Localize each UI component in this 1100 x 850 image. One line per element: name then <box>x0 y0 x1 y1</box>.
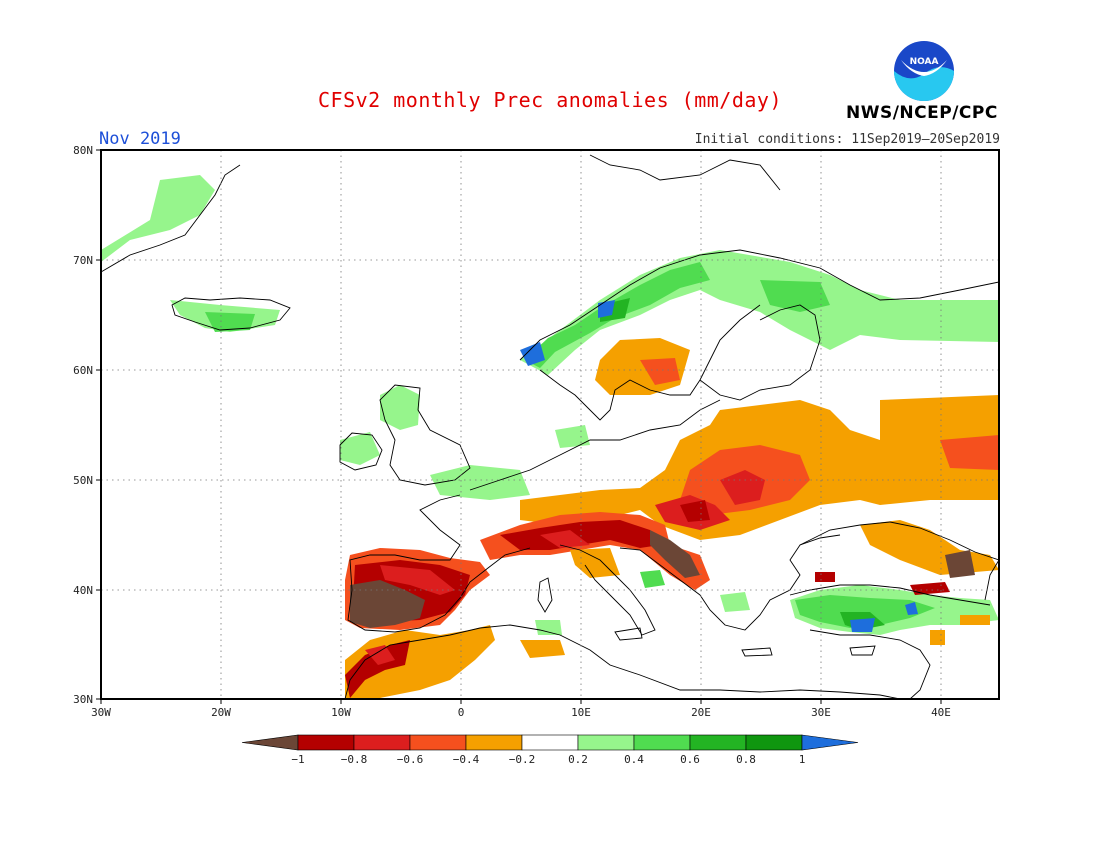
colorbar-segment <box>409 734 467 751</box>
lon-label: 40E <box>931 706 951 719</box>
lat-label: 70N <box>73 254 93 267</box>
colorbar-arrow-low <box>241 734 299 751</box>
colorbar-label: 1 <box>799 753 806 766</box>
lat-label: 80N <box>73 144 93 157</box>
lat-axis: 30N 40N 50N 60N 70N 80N <box>73 144 101 706</box>
lon-axis: 30W 20W 10W 0 10E 20E 30E 40E <box>91 699 951 719</box>
colorbar-label: −0.4 <box>453 753 480 766</box>
colorbar-label: 0.8 <box>736 753 756 766</box>
colorbar-label: −0.8 <box>341 753 368 766</box>
plot-frame <box>100 149 1000 700</box>
lat-label: 50N <box>73 474 93 487</box>
initial-conditions: Initial conditions: 11Sep2019–20Sep2019 <box>694 132 1000 147</box>
lon-label: 20W <box>211 706 231 719</box>
coastlines <box>101 154 999 699</box>
map-title: CFSv2 monthly Prec anomalies (mm/day) <box>317 88 783 112</box>
colorbar-segment <box>297 734 355 751</box>
colorbar-segment <box>745 734 803 751</box>
colorbar-label: 0.6 <box>680 753 700 766</box>
colorbar-label: −1 <box>291 753 304 766</box>
forecast-period: Nov 2019 <box>99 129 181 149</box>
colorbar-label: 0.4 <box>624 753 644 766</box>
anomaly-fields <box>101 175 999 698</box>
lon-label: 10E <box>571 706 591 719</box>
colorbar-segment <box>689 734 747 751</box>
colorbar: −1 −0.8 −0.6 −0.4 −0.2 0.2 0.4 0.6 0.8 1 <box>241 734 859 766</box>
lon-label: 0 <box>458 706 465 719</box>
colorbar-arrow-high <box>801 734 859 751</box>
lon-label: 30E <box>811 706 831 719</box>
colorbar-segment <box>521 734 579 751</box>
lon-label: 10W <box>331 706 351 719</box>
lon-label: 30W <box>91 706 111 719</box>
lat-label: 60N <box>73 364 93 377</box>
colorbar-segment <box>633 734 691 751</box>
colorbar-segment <box>577 734 635 751</box>
colorbar-segment <box>353 734 411 751</box>
graticule <box>101 150 999 699</box>
colorbar-label: −0.6 <box>397 753 424 766</box>
agency-label: NWS/NCEP/CPC <box>846 103 998 123</box>
colorbar-label: −0.2 <box>509 753 536 766</box>
noaa-logo-icon: NOAA <box>894 41 954 101</box>
lon-label: 20E <box>691 706 711 719</box>
lat-label: 40N <box>73 584 93 597</box>
colorbar-segment <box>465 734 523 751</box>
colorbar-label: 0.2 <box>568 753 588 766</box>
logo-text: NOAA <box>910 57 939 67</box>
lat-label: 30N <box>73 693 93 706</box>
